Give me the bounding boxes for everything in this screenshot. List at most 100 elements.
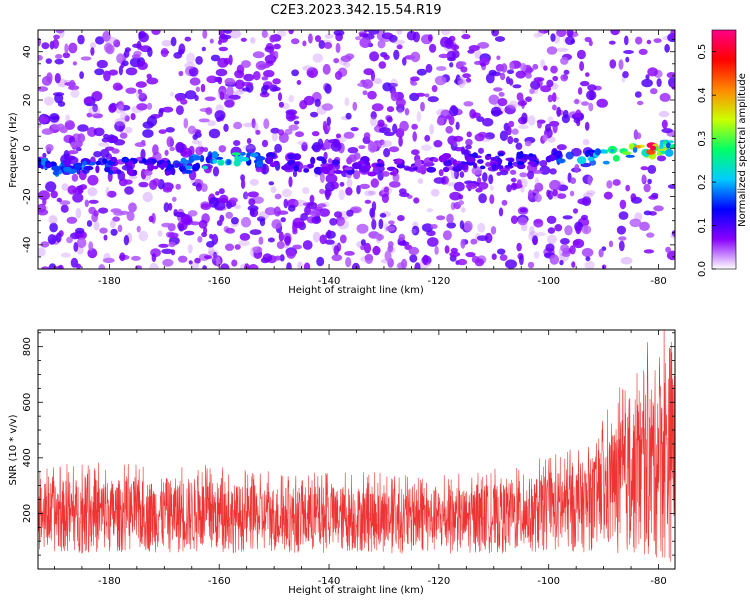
heatmap-cell	[584, 121, 590, 131]
heatmap-cell	[666, 72, 675, 79]
heatmap-cell	[515, 142, 523, 150]
heatmap-cell	[575, 109, 582, 119]
heatmap-y-axis: -40 -20 0 20 40	[22, 39, 675, 270]
heatmap-cell	[59, 200, 71, 206]
heatmap-cell	[77, 124, 89, 132]
heatmap-cell	[430, 188, 440, 197]
heatmap-cell	[337, 219, 349, 230]
heatmap-cell	[625, 154, 635, 158]
heatmap-cell	[54, 93, 64, 104]
heatmap-cell	[270, 127, 280, 134]
colorbar-tick-label: 0.5	[697, 44, 708, 60]
heatmap-cell	[606, 180, 613, 189]
heatmap-cell	[501, 199, 508, 206]
heatmap-cell	[168, 241, 176, 248]
heatmap-cell	[252, 51, 265, 59]
heatmap-cell	[38, 247, 46, 257]
heatmap-cell	[438, 53, 449, 59]
heatmap-cell	[229, 30, 242, 39]
heatmap-cell	[457, 80, 469, 85]
heatmap-cell	[393, 49, 400, 60]
heatmap-cell	[197, 236, 203, 243]
heatmap-cell	[209, 38, 214, 44]
heatmap-cell	[557, 193, 567, 200]
heatmap-cell	[249, 178, 259, 186]
heatmap-cell	[434, 245, 439, 255]
heatmap-cell	[488, 174, 494, 185]
heatmap-cell	[264, 32, 270, 38]
heatmap-cell	[347, 147, 359, 154]
heatmap-cell	[477, 42, 490, 49]
heatmap-cell	[498, 207, 504, 217]
heatmap-cell	[566, 30, 574, 38]
heatmap-cell	[414, 159, 422, 167]
heatmap-cell	[309, 210, 322, 217]
heatmap-cell	[271, 219, 282, 230]
heatmap-cell	[255, 129, 261, 135]
heatmap-cell	[219, 214, 225, 222]
heatmap-cell	[175, 183, 181, 190]
heatmap-cell	[412, 31, 420, 43]
heatmap-cell	[72, 163, 82, 170]
heatmap-cell	[217, 159, 225, 166]
heatmap-cell	[264, 54, 277, 64]
heatmap-cell	[512, 84, 522, 89]
heatmap-cell	[458, 194, 464, 200]
heatmap-cell	[324, 33, 334, 39]
heatmap-cell	[368, 190, 377, 196]
heatmap-cell	[164, 170, 170, 176]
heatmap-cell	[316, 156, 325, 162]
heatmap-cell	[103, 234, 108, 241]
heatmap-cell	[485, 73, 495, 84]
heatmap-cell	[477, 222, 486, 233]
heatmap-cell	[509, 169, 517, 175]
heatmap-cell	[444, 245, 450, 254]
y-tick-label: 200	[22, 504, 33, 523]
heatmap-cell	[609, 59, 617, 69]
heatmap-peak	[650, 145, 657, 151]
heatmap-cell	[552, 149, 557, 153]
heatmap-cell	[552, 104, 557, 111]
heatmap-cell	[521, 154, 530, 160]
y-tick-label: 800	[22, 337, 33, 356]
heatmap-cell	[460, 66, 468, 73]
heatmap-cell	[363, 30, 368, 33]
heatmap-cell	[301, 142, 308, 152]
x-tick-label: -160	[208, 576, 231, 587]
heatmap-cell	[329, 218, 338, 226]
heatmap-cell	[498, 92, 505, 97]
heatmap-cell	[569, 245, 576, 255]
heatmap-cell	[520, 187, 525, 193]
heatmap-cell	[390, 90, 399, 102]
heatmap-cell	[105, 36, 118, 45]
heatmap-cell	[491, 253, 497, 260]
heatmap-cell	[75, 227, 85, 234]
heatmap-cell	[218, 145, 227, 153]
heatmap-cell	[561, 251, 571, 257]
heatmap-cell	[371, 103, 384, 112]
heatmap-cell	[228, 54, 233, 66]
heatmap-cell	[520, 62, 527, 73]
heatmap-cell	[95, 36, 105, 45]
heatmap-cell	[585, 256, 591, 262]
heatmap-cell	[314, 98, 321, 107]
heatmap-cell	[575, 224, 582, 235]
heatmap-cell	[173, 211, 186, 218]
heatmap-cell	[183, 169, 193, 174]
heatmap-cell	[589, 90, 595, 101]
heatmap-cell	[259, 218, 266, 227]
heatmap-cell	[112, 82, 123, 91]
heatmap-cell	[198, 118, 210, 123]
heatmap-cell	[218, 188, 225, 195]
heatmap-cell	[572, 240, 580, 246]
heatmap-cell	[288, 95, 295, 103]
heatmap-cell	[647, 67, 658, 77]
heatmap-cell	[108, 103, 117, 114]
heatmap-cell	[124, 49, 130, 58]
heatmap-cell	[157, 230, 163, 237]
heatmap-cell	[303, 262, 311, 269]
heatmap-cell	[646, 232, 655, 238]
heatmap-cell	[274, 143, 282, 153]
heatmap-cell	[255, 160, 264, 168]
heatmap-cell	[489, 185, 494, 191]
